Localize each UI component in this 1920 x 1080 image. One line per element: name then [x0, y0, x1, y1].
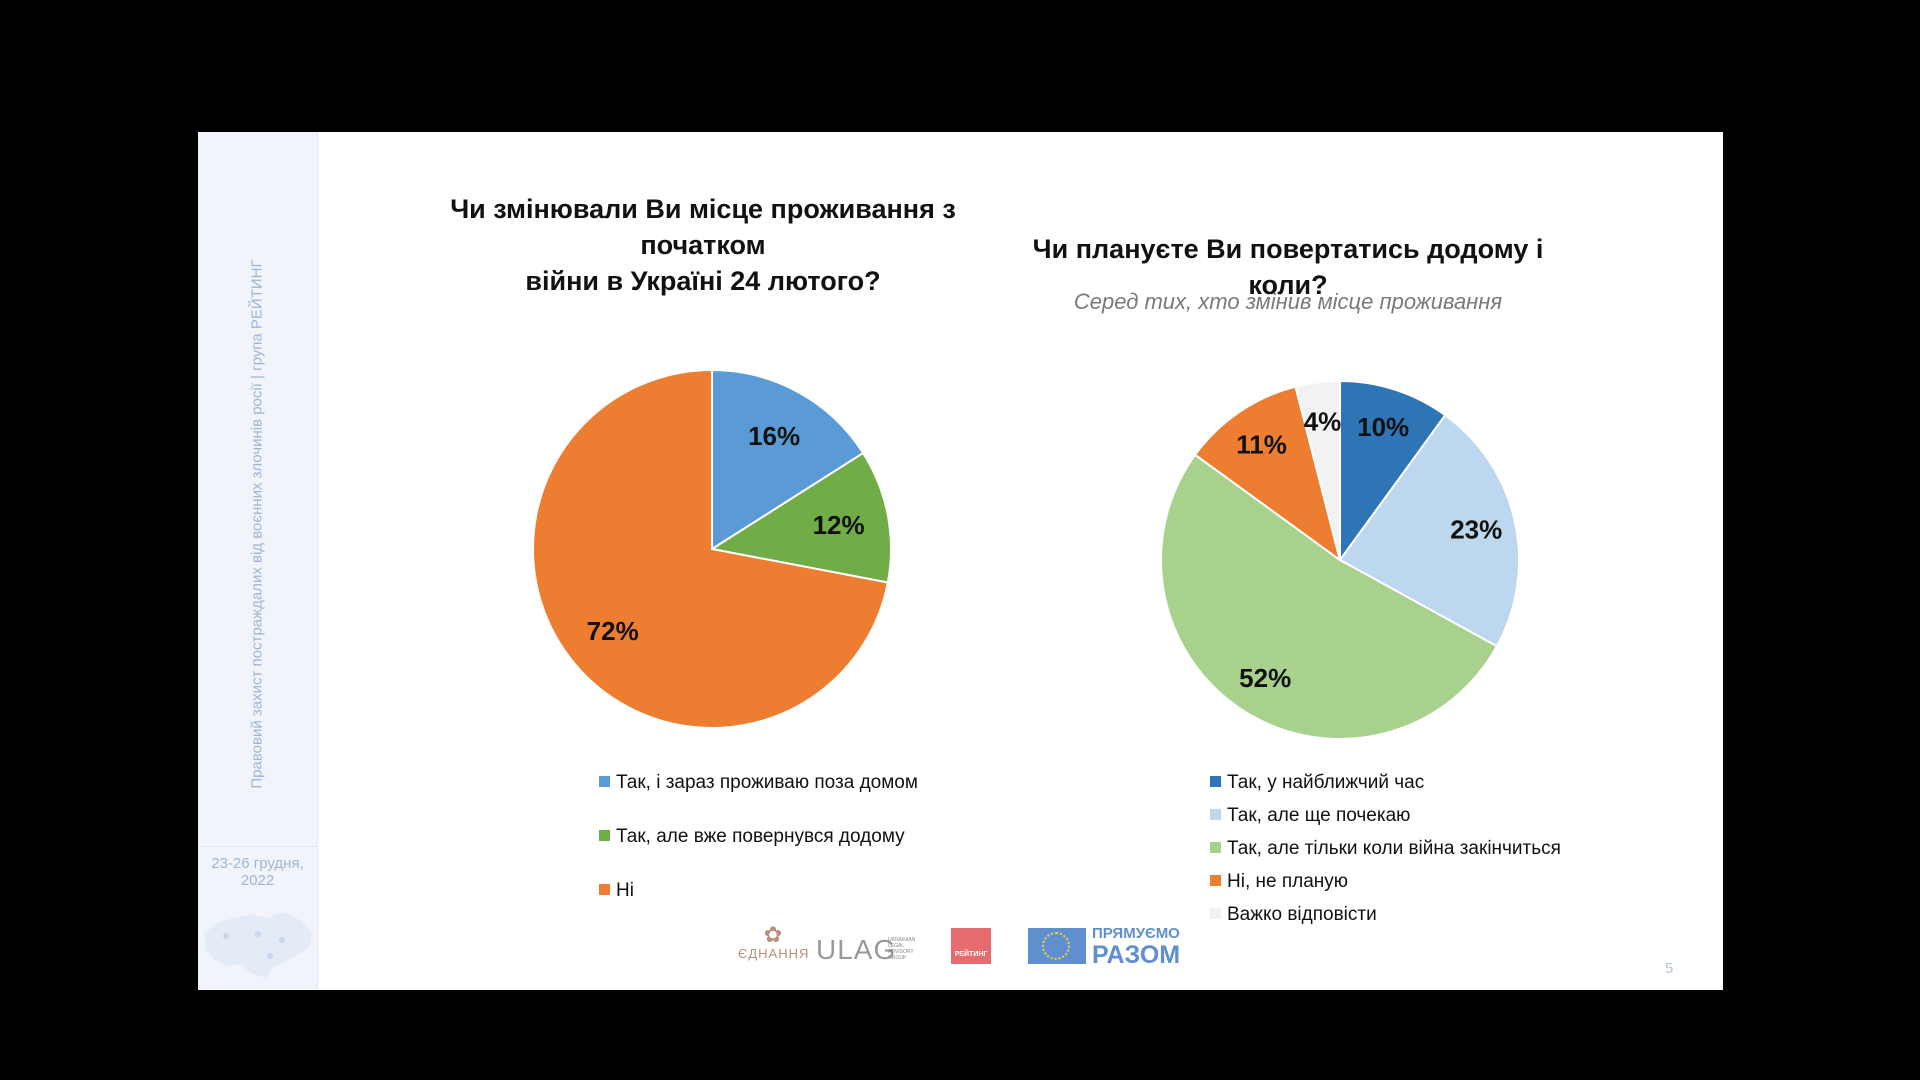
- legend-item: Так, але вже повернувся додому: [599, 826, 905, 848]
- slice-label-3: 52%: [1239, 663, 1291, 693]
- legend-item: Так, у найближчий час: [1210, 772, 1424, 794]
- legend-label: Так, і зараз проживаю поза домом: [616, 772, 918, 793]
- pryamuyemo-logo-line1: ПРЯМУЄМО: [1092, 925, 1180, 942]
- slice-label-5: 4%: [1304, 406, 1342, 436]
- slice-label-2: 12%: [813, 510, 865, 540]
- legend-swatch: [599, 776, 610, 787]
- survey-date-line2: 2022: [240, 872, 275, 889]
- legend-item: Так, але тільки коли війна закінчиться: [1210, 838, 1561, 860]
- legend-label: Так, але ще почекаю: [1227, 805, 1411, 826]
- ednannya-logo: ✿ ЄДНАННЯ: [738, 924, 808, 972]
- page-number: 5: [1665, 960, 1674, 977]
- sidebar: Правовий захист постраждалих від воєнних…: [198, 132, 318, 990]
- sidebar-divider: [198, 846, 317, 847]
- legend-swatch: [1210, 842, 1221, 853]
- slice-label-2: 23%: [1450, 515, 1502, 545]
- chart-2-pie: 10% 23% 52% 11% 4%: [1160, 379, 1520, 740]
- slice-label-1: 16%: [748, 421, 800, 451]
- chart-1-title-line1: Чи змінювали Ви місце проживання з почат…: [450, 194, 956, 260]
- slide: Правовий захист постраждалих від воєнних…: [198, 132, 1723, 990]
- eu-stars-icon: [1042, 932, 1070, 960]
- chart-2-title: Чи плануєте Ви повертатись додому і коли…: [1032, 234, 1544, 300]
- pryamuyemo-logo-line2: РАЗОМ: [1092, 941, 1181, 969]
- ulag-logo-text: ULAG: [816, 934, 897, 965]
- eu-flag-icon: [1028, 928, 1086, 964]
- legend-swatch: [599, 830, 610, 841]
- chart-2-subtitle: Серед тих, хто змінив місце проживання: [1073, 289, 1503, 314]
- legend-label: Так, але тільки коли війна закінчиться: [1227, 838, 1561, 859]
- slice-label-4: 11%: [1236, 430, 1287, 460]
- legend-swatch: [1210, 809, 1221, 820]
- ednannya-logo-text: ЄДНАННЯ: [738, 946, 810, 961]
- ulag-logo-subtext: UKRAINIAN LEGAL ADVISORY GROUP: [888, 937, 916, 961]
- legend-item: Ні: [599, 880, 634, 902]
- legend-item: Так, але ще почекаю: [1210, 805, 1410, 827]
- legend-item: Так, і зараз проживаю поза домом: [599, 772, 918, 794]
- pryamuyemo-razom-logo: ПРЯМУЄМО РАЗОМ: [1092, 925, 1181, 969]
- legend-swatch: [1210, 776, 1221, 787]
- pie-slice-3: [532, 368, 890, 729]
- legend-item: Ні, не планую: [1210, 871, 1348, 893]
- legend-swatch: [1210, 875, 1221, 886]
- survey-date: 23-26 грудня, 2022: [202, 855, 313, 889]
- pie-slice-1: [1339, 379, 1447, 564]
- legend-swatch: [599, 884, 610, 895]
- pie-slice-4: [1193, 385, 1342, 563]
- pie-slice-2: [1338, 413, 1520, 648]
- legend-label: Важко відповісти: [1227, 904, 1377, 925]
- rating-logo: РЕЙТИНГ: [951, 928, 991, 964]
- chart-1-title-line2: війни в Україні 24 лютого?: [525, 266, 881, 296]
- legend-label: Так, але вже повернувся додому: [616, 826, 905, 847]
- chart-1-title: Чи змінювали Ви місце проживання з почат…: [403, 191, 1003, 299]
- legend-swatch: [1210, 908, 1221, 919]
- legend-label: Так, у найближчий час: [1227, 772, 1425, 793]
- slice-label-1: 10%: [1357, 412, 1409, 442]
- survey-date-line1: 23-26 грудня,: [211, 855, 304, 872]
- pie-slice-1: [711, 368, 865, 551]
- pie-slice-5: [1294, 379, 1341, 561]
- ulag-logo: ULAG UKRAINIAN LEGAL ADVISORY GROUP: [816, 934, 926, 965]
- ukraine-map-icon: [204, 912, 312, 978]
- pie-slice-2: [709, 451, 892, 584]
- ednannya-flower-icon: ✿: [763, 922, 783, 947]
- legend-label: Ні: [616, 880, 634, 901]
- partner-logos: ✿ ЄДНАННЯ ULAG UKRAINIAN LEGAL ADVISORY …: [738, 924, 1428, 974]
- legend-item: Важко відповісти: [1210, 904, 1377, 926]
- legend-label: Ні, не планую: [1227, 871, 1349, 892]
- chart-1-pie: 16% 12% 72%: [532, 368, 892, 729]
- slice-label-3: 72%: [587, 616, 639, 646]
- pie-slice-3: [1160, 453, 1499, 740]
